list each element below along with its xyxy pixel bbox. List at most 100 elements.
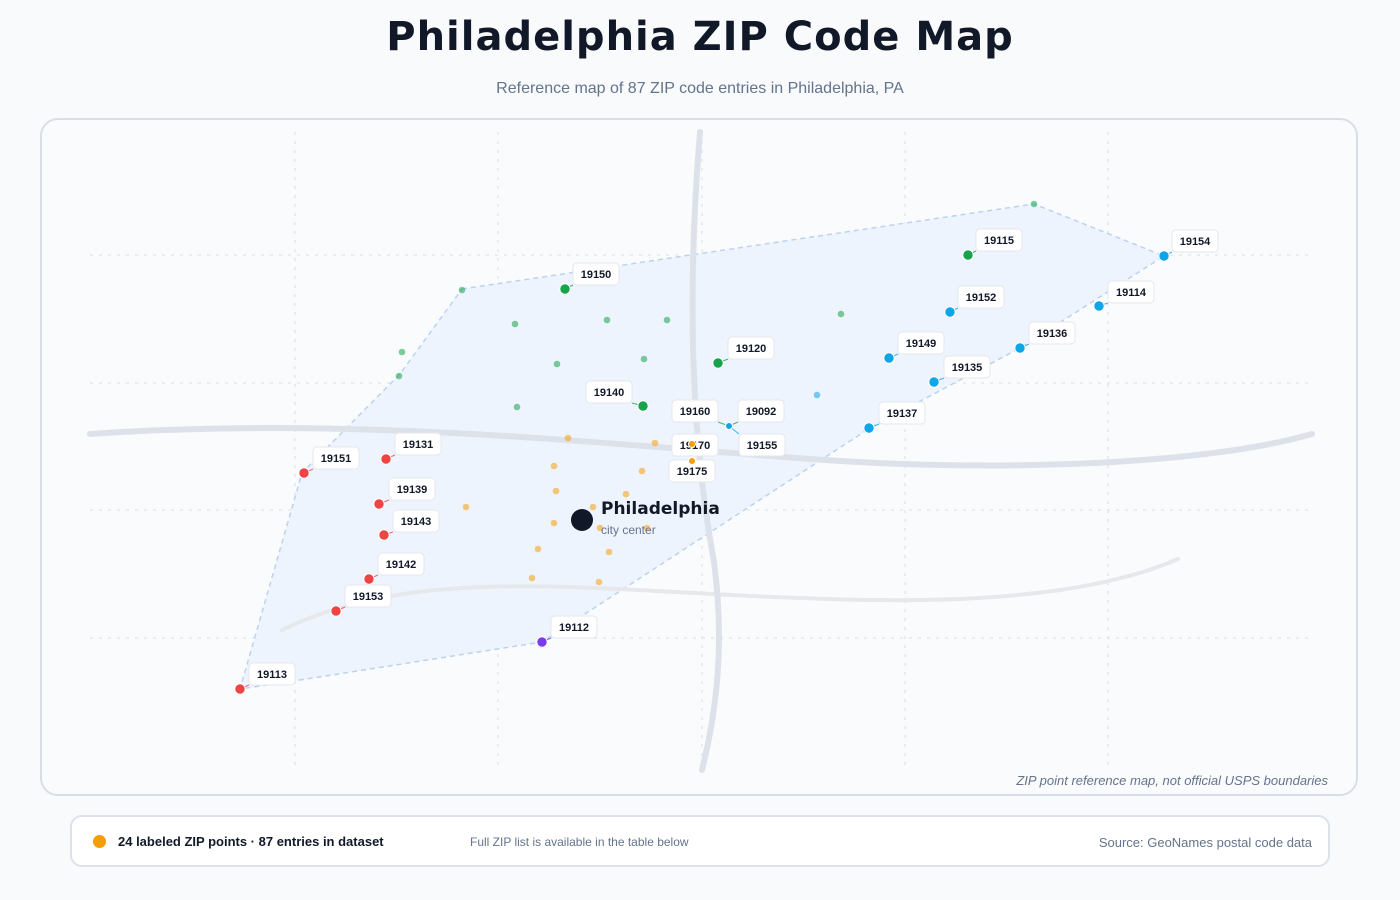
zip-point-19143[interactable] bbox=[378, 529, 390, 541]
zip-point-small[interactable] bbox=[528, 574, 536, 582]
zip-point-19131[interactable] bbox=[380, 453, 392, 465]
zip-point-19115[interactable] bbox=[962, 249, 974, 261]
zip-label: 19151 bbox=[321, 453, 352, 465]
zip-point-small[interactable] bbox=[513, 403, 521, 411]
legend-note: Full ZIP list is available in the table … bbox=[470, 835, 689, 849]
zip-point-19152[interactable] bbox=[944, 306, 956, 318]
zip-point-19120[interactable] bbox=[712, 357, 724, 369]
zip-label: 19120 bbox=[736, 343, 767, 355]
zip-label-box bbox=[1028, 321, 1076, 345]
city-label: Philadelphia bbox=[601, 499, 720, 519]
zip-label: 19160 bbox=[680, 406, 711, 418]
legend-dot-icon bbox=[93, 835, 106, 848]
map-panel[interactable]: Philadelphia city center 19115 19154 19150 19… bbox=[40, 118, 1358, 796]
zip-point-19140[interactable] bbox=[637, 400, 649, 412]
zip-point-19139[interactable] bbox=[373, 498, 385, 510]
legend-summary: 24 labeled ZIP points · 87 entries in da… bbox=[118, 834, 384, 849]
zip-point-19153[interactable] bbox=[330, 605, 342, 617]
zip-label-box bbox=[957, 285, 1005, 309]
zip-label: 19135 bbox=[952, 362, 983, 374]
zip-point-19170[interactable] bbox=[688, 440, 696, 448]
zip-label-box bbox=[312, 446, 360, 470]
legend-bar: 24 labeled ZIP points · 87 entries in da… bbox=[70, 815, 1330, 867]
zip-point-19113[interactable] bbox=[234, 683, 246, 695]
zip-point-small[interactable] bbox=[398, 348, 406, 356]
zip-point-small[interactable] bbox=[553, 360, 561, 368]
zip-label-box bbox=[585, 380, 633, 404]
zip-label-box bbox=[1171, 229, 1219, 253]
page-title: Philadelphia ZIP Code Map bbox=[386, 14, 1014, 60]
zip-point-19136[interactable] bbox=[1014, 342, 1026, 354]
zip-point-small[interactable] bbox=[640, 355, 648, 363]
zip-label: 19114 bbox=[1116, 287, 1147, 299]
zip-point-19112[interactable] bbox=[536, 636, 548, 648]
zip-point-small[interactable] bbox=[1030, 200, 1038, 208]
zip-label: 19149 bbox=[906, 338, 937, 350]
zip-point-19154[interactable] bbox=[1158, 250, 1170, 262]
zip-point-19155[interactable] bbox=[725, 422, 733, 430]
zip-point-small[interactable] bbox=[813, 391, 821, 399]
zip-point-small[interactable] bbox=[534, 545, 542, 553]
zip-label: 19140 bbox=[594, 387, 625, 399]
zip-label-box bbox=[738, 433, 786, 457]
zip-label: 19155 bbox=[747, 440, 778, 452]
zip-label-box bbox=[727, 336, 775, 360]
zip-point-small[interactable] bbox=[605, 548, 613, 556]
zip-label-box bbox=[344, 584, 392, 608]
zip-label-box bbox=[392, 509, 440, 533]
zip-point-19151[interactable] bbox=[298, 467, 310, 479]
zip-point-small[interactable] bbox=[395, 372, 403, 380]
zip-point-19142[interactable] bbox=[363, 573, 375, 585]
zip-point-small[interactable] bbox=[663, 316, 671, 324]
secondary-road bbox=[280, 557, 1180, 632]
zip-label: 19142 bbox=[386, 559, 417, 571]
zip-label: 19136 bbox=[1037, 328, 1068, 340]
zip-label-box bbox=[388, 477, 436, 501]
zip-point-19137[interactable] bbox=[863, 422, 875, 434]
zip-point-19149[interactable] bbox=[883, 352, 895, 364]
zip-label-box bbox=[943, 355, 991, 379]
zip-label: 19115 bbox=[984, 235, 1014, 247]
zip-label-box bbox=[394, 432, 442, 456]
city-sublabel: city center bbox=[601, 523, 656, 537]
zip-label-box bbox=[377, 552, 425, 576]
zip-point-small[interactable] bbox=[462, 503, 470, 511]
zip-point-19175[interactable] bbox=[688, 457, 696, 465]
zip-point-small[interactable] bbox=[651, 439, 659, 447]
major-road bbox=[87, 425, 1315, 469]
zip-label-box bbox=[248, 662, 296, 686]
zip-label-box bbox=[671, 399, 719, 423]
zip-label: 19092 bbox=[746, 406, 777, 418]
zip-label-box bbox=[878, 401, 926, 425]
zip-point-small[interactable] bbox=[550, 519, 558, 527]
zip-map[interactable]: Philadelphia city center 19115 19154 19150 19… bbox=[42, 120, 1358, 796]
page-subtitle: Reference map of 87 ZIP code entries in … bbox=[496, 80, 904, 97]
zip-point-small[interactable] bbox=[589, 503, 597, 511]
zip-point-small[interactable] bbox=[596, 524, 604, 532]
zip-point-small[interactable] bbox=[643, 524, 651, 532]
zip-point-19135[interactable] bbox=[928, 376, 940, 388]
city-center-marker[interactable] bbox=[571, 509, 593, 531]
zip-point-19150[interactable] bbox=[559, 283, 571, 295]
zip-point-small[interactable] bbox=[550, 462, 558, 470]
zip-point-small[interactable] bbox=[837, 310, 845, 318]
zip-point-small[interactable] bbox=[622, 490, 630, 498]
zip-point-small[interactable] bbox=[552, 487, 560, 495]
zip-point-19114[interactable] bbox=[1093, 300, 1105, 312]
zip-point-small[interactable] bbox=[595, 578, 603, 586]
zip-label: 19153 bbox=[353, 591, 384, 603]
zip-point-small[interactable] bbox=[638, 467, 646, 475]
zip-label-box bbox=[1107, 280, 1155, 304]
zip-point-small[interactable] bbox=[564, 434, 572, 442]
zip-label: 19112 bbox=[559, 622, 589, 634]
zip-label: 19175 bbox=[677, 466, 708, 478]
zip-label-box bbox=[550, 615, 598, 639]
zip-point-small[interactable] bbox=[511, 320, 519, 328]
zip-label: 19139 bbox=[397, 484, 428, 496]
zip-label: 19152 bbox=[966, 292, 997, 304]
legend-source: Source: GeoNames postal code data bbox=[1098, 835, 1312, 850]
map-footnote: ZIP point reference map, not official US… bbox=[1016, 773, 1328, 788]
zip-point-small[interactable] bbox=[603, 316, 611, 324]
zip-point-small[interactable] bbox=[458, 286, 466, 294]
zip-label: 19143 bbox=[401, 516, 432, 528]
